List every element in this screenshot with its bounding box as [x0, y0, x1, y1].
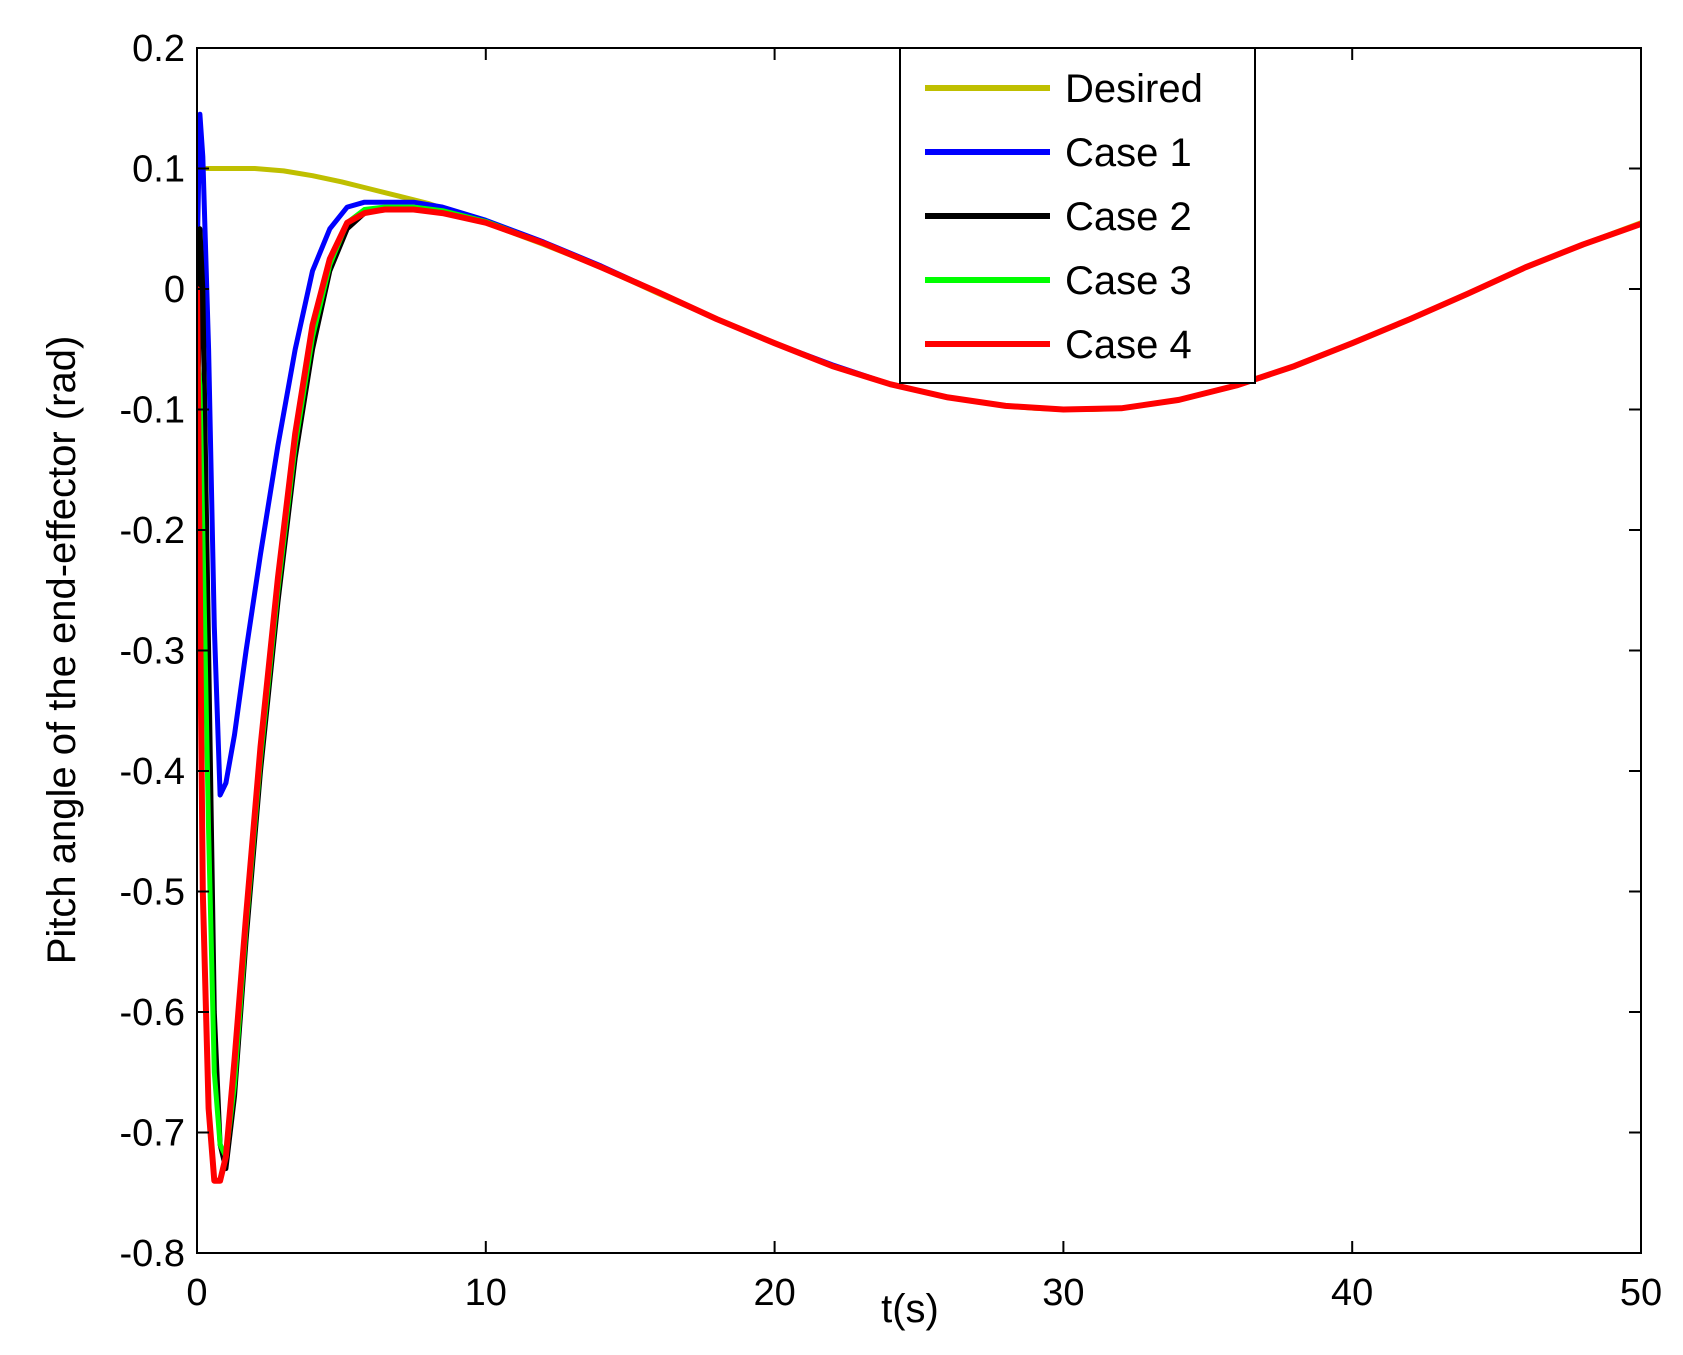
legend: Desired Case 1 Case 2 Case 3 Case 4	[899, 47, 1256, 384]
y-tick-label: -0.7	[120, 1113, 185, 1155]
legend-label-case-2: Case 2	[1065, 195, 1192, 239]
series-layer	[197, 111, 1641, 1184]
y-tick-label: -0.8	[120, 1233, 185, 1275]
legend-label-case-3: Case 3	[1065, 259, 1192, 303]
series-line-case-4	[197, 206, 1641, 1184]
y-tick-label: -0.3	[120, 631, 185, 673]
x-tick-label: 0	[186, 1272, 207, 1314]
y-tick-label: -0.5	[120, 872, 185, 914]
y-tick-label: -0.6	[120, 992, 185, 1034]
x-axis-label: t(s)	[881, 1287, 939, 1331]
x-tick-label: 50	[1620, 1272, 1662, 1314]
legend-label-case-4: Case 4	[1065, 323, 1192, 367]
y-axis-label: Pitch angle of the end-effector (rad)	[40, 336, 84, 965]
x-tick-label: 40	[1331, 1272, 1373, 1314]
y-tick-label: -0.2	[120, 510, 185, 552]
y-tick-label: -0.4	[120, 751, 185, 793]
x-tick-label: 20	[753, 1272, 795, 1314]
x-tick-label: 10	[465, 1272, 507, 1314]
y-tick-label: 0.2	[132, 28, 185, 70]
y-tick-label: 0.1	[132, 149, 185, 191]
legend-label-desired: Desired	[1065, 67, 1203, 111]
x-tick-label: 30	[1042, 1272, 1084, 1314]
axes-layer: 0 10 20 30 40 50 0.2 0.1 0 -0.1 -0.2 -0.3 -0.4 -0.5 -0…	[120, 28, 1663, 1314]
y-tick-label: -0.1	[120, 390, 185, 432]
legend-label-case-1: Case 1	[1065, 131, 1192, 175]
y-tick-label: 0	[164, 269, 185, 311]
